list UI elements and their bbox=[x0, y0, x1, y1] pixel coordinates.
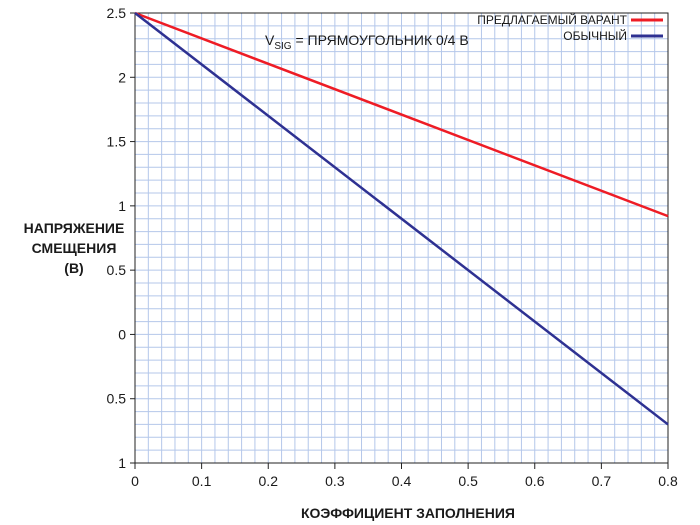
y-axis-title-line1: НАПРЯЖЕНИЕ bbox=[24, 220, 125, 236]
y-tick-label: 1 bbox=[118, 455, 126, 471]
y-tick-label: 1 bbox=[118, 198, 126, 214]
x-tick-label: 0.1 bbox=[192, 473, 212, 489]
legend-label-2: ОБЫЧНЫЙ bbox=[563, 28, 627, 43]
annotation-sub: SIG bbox=[274, 41, 291, 52]
y-axis-title-line2: СМЕЩЕНИЯ bbox=[32, 240, 117, 256]
y-tick-label: 2 bbox=[118, 69, 126, 85]
y-tick-label: 0.5 bbox=[107, 391, 127, 407]
x-axis-title: КОЭФФИЦИЕНТ ЗАПОЛНЕНИЯ bbox=[301, 505, 515, 521]
legend-label-1: ПРЕДЛАГАЕМЫЙ ВАРАНТ bbox=[477, 12, 627, 27]
grid bbox=[134, 12, 669, 464]
series-line-1 bbox=[134, 11, 669, 218]
x-tick-label: 0.5 bbox=[458, 473, 478, 489]
y-tick-label: 1.5 bbox=[107, 134, 127, 150]
annotation: VSIG = ПРЯМОУГОЛЬНИК 0/4 В bbox=[265, 32, 469, 52]
x-tick-label: 0.8 bbox=[658, 473, 678, 489]
x-tick-label: 0.3 bbox=[325, 473, 345, 489]
x-tick-label: 0.2 bbox=[259, 473, 279, 489]
x-tick-label: 0.4 bbox=[392, 473, 412, 489]
y-axis: 2.5 2 1.5 1 0.5 0 0.5 1 bbox=[107, 5, 135, 471]
series-line-2 bbox=[134, 12, 669, 426]
y-tick-label: 2.5 bbox=[107, 5, 127, 21]
x-tick-label: 0 bbox=[131, 473, 139, 489]
x-tick-label: 0.7 bbox=[592, 473, 612, 489]
y-tick-label: 0.5 bbox=[107, 262, 127, 278]
x-axis: 0 0.1 0.2 0.3 0.4 0.5 0.6 0.7 0.8 bbox=[131, 463, 678, 489]
x-tick-label: 0.6 bbox=[525, 473, 545, 489]
y-axis-title-line3: (В) bbox=[64, 260, 83, 276]
series-group bbox=[134, 11, 669, 426]
annotation-rest: = ПРЯМОУГОЛЬНИК 0/4 В bbox=[292, 32, 469, 48]
annotation-main: V bbox=[265, 32, 275, 48]
y-tick-label: 0 bbox=[118, 326, 126, 342]
